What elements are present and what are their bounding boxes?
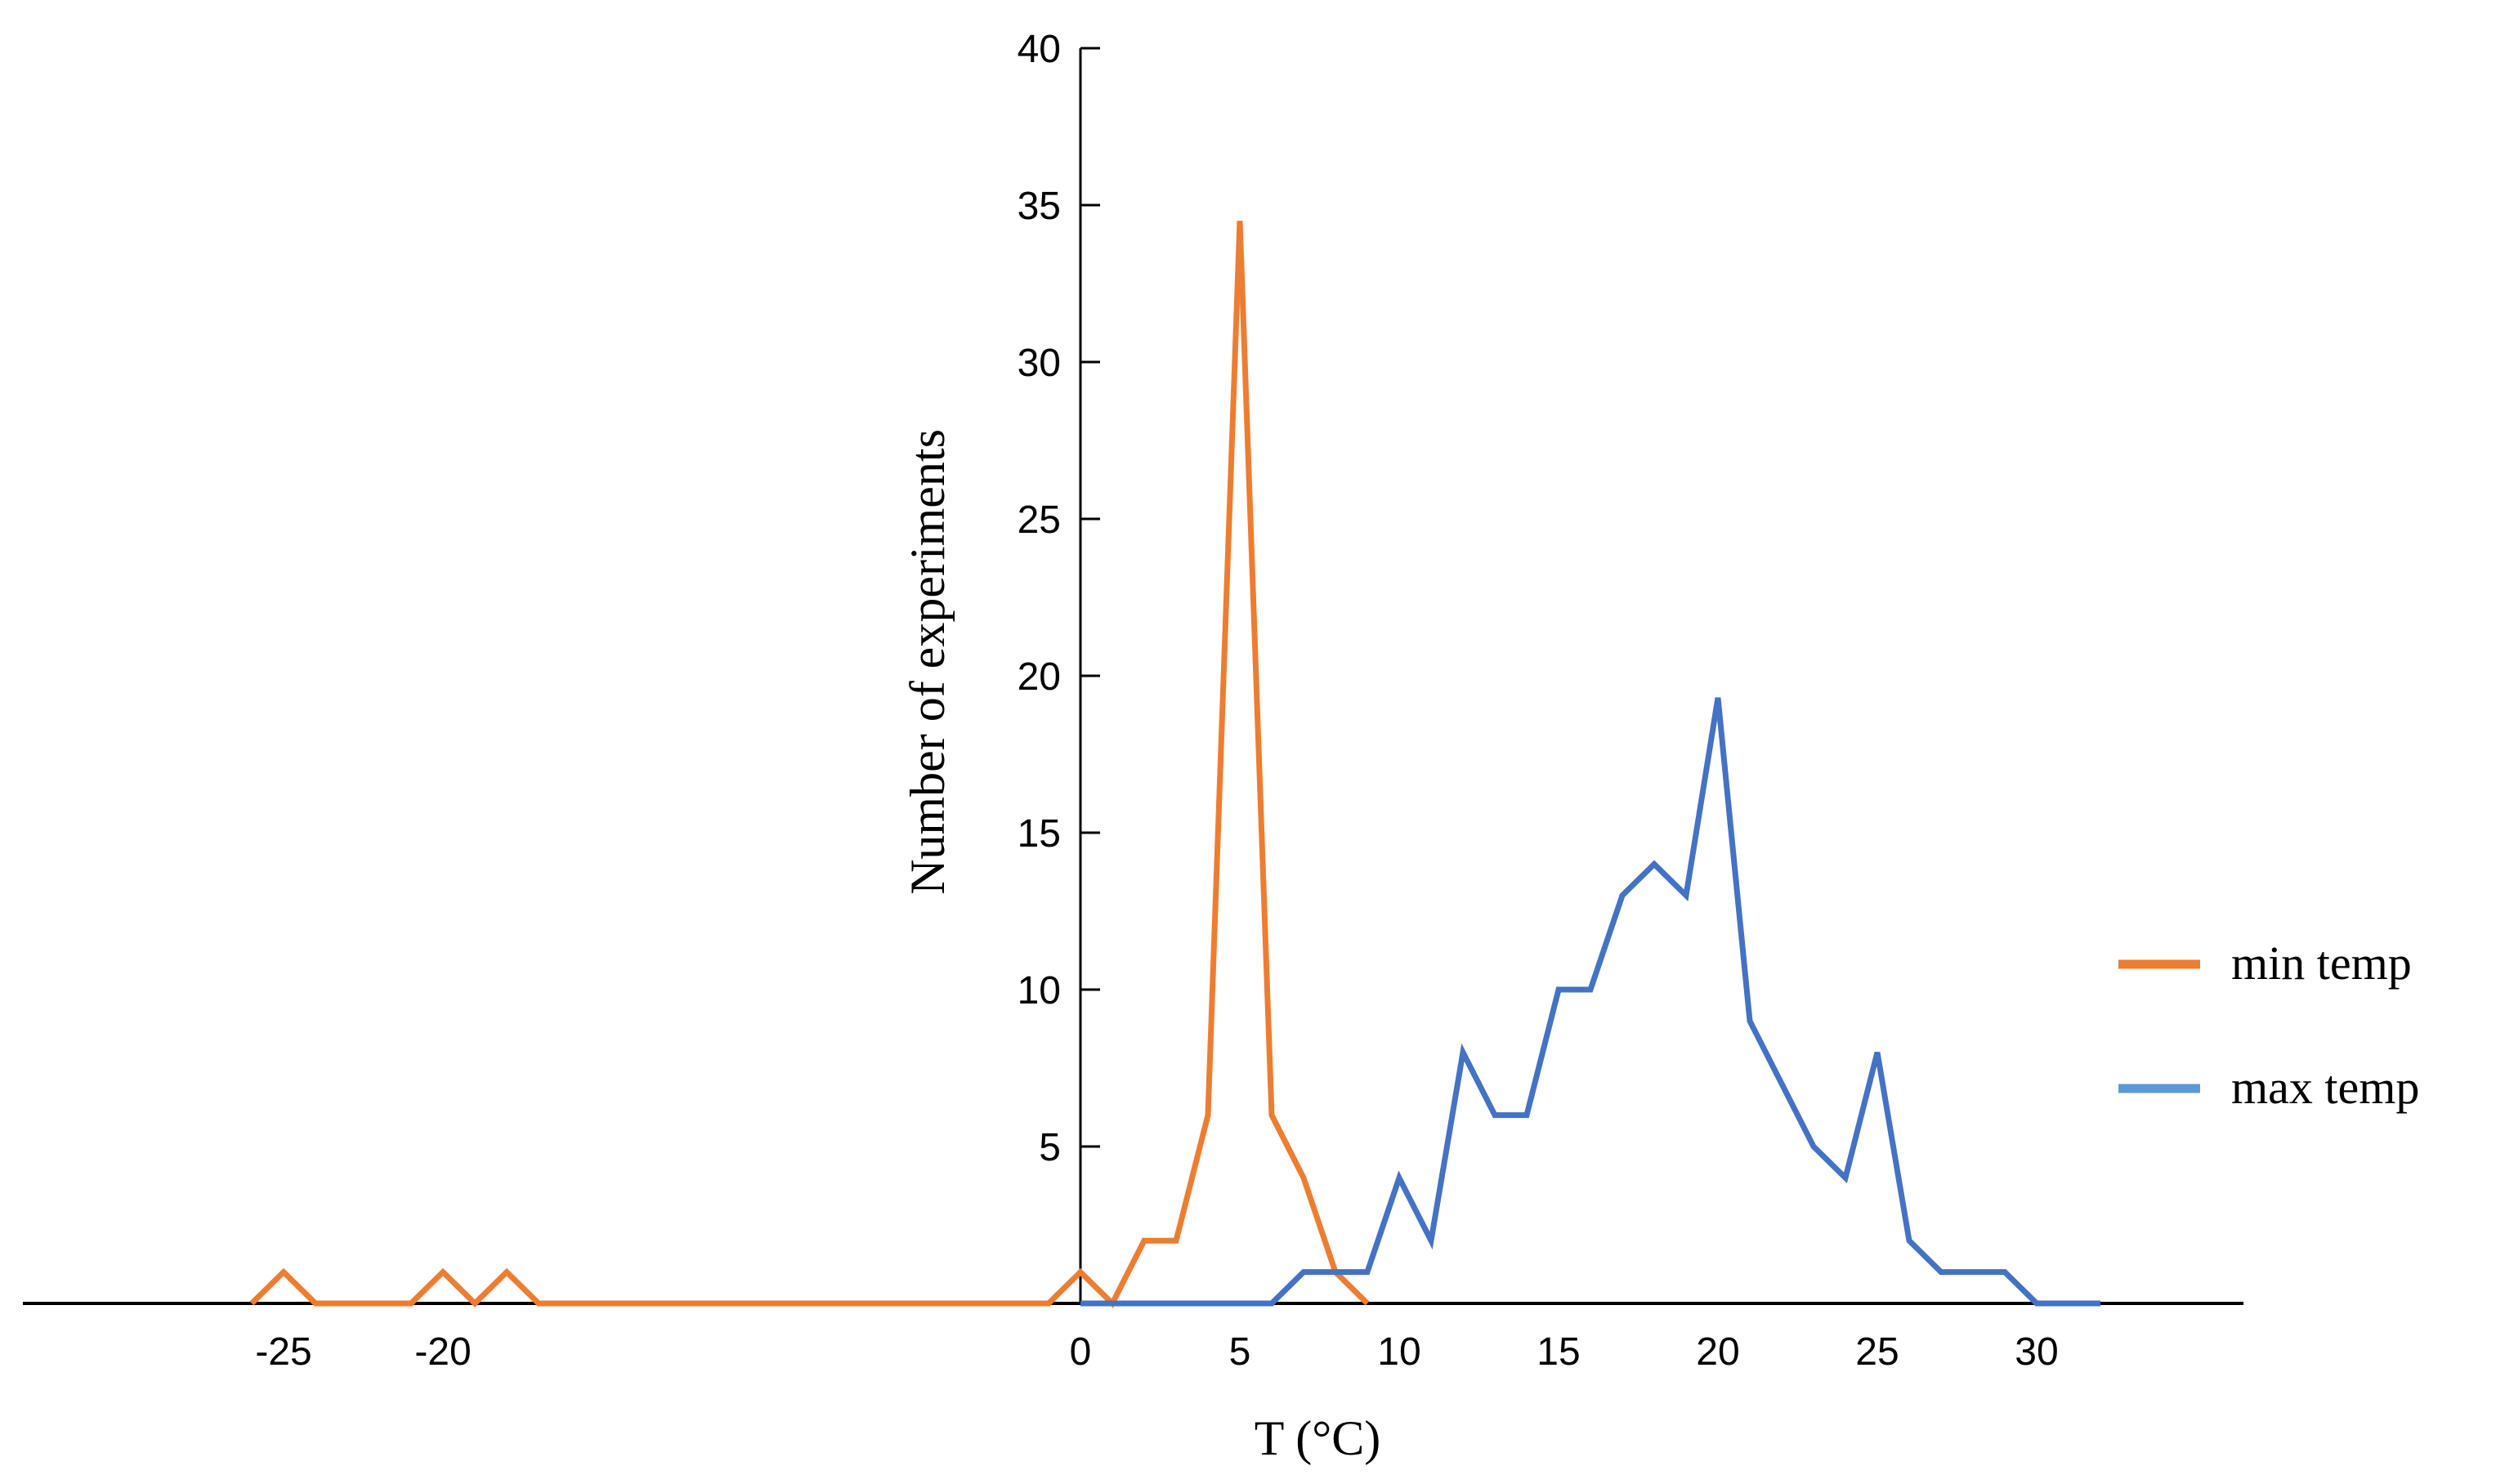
- x-tick-label: 15: [1537, 1330, 1580, 1374]
- axes: [23, 48, 2243, 1305]
- y-tick-label: 25: [1018, 498, 1061, 542]
- y-ticks: 40 35 30 25 20 15 10 5: [1018, 28, 1100, 1169]
- x-tick-label: 30: [2015, 1330, 2058, 1374]
- y-tick-label: 40: [1018, 28, 1061, 71]
- x-tick-label: 10: [1377, 1330, 1420, 1374]
- x-tick-label: 5: [1229, 1330, 1251, 1374]
- legend-label: min temp: [2231, 936, 2412, 990]
- y-tick-label: 35: [1018, 185, 1061, 228]
- y-tick-label: 10: [1018, 969, 1061, 1012]
- x-tick-label: -20: [414, 1330, 471, 1374]
- y-axis-title: Number of experiments: [901, 429, 955, 895]
- x-tick-label: -25: [255, 1330, 311, 1374]
- y-tick-label: 15: [1018, 812, 1061, 856]
- legend-label: max temp: [2231, 1061, 2419, 1114]
- x-tick-label: 0: [1070, 1330, 1092, 1374]
- y-tick-label: 5: [1039, 1126, 1061, 1169]
- series-line-max-temp: [1080, 697, 2100, 1307]
- x-tick-label: 20: [1696, 1330, 1739, 1374]
- legend: min temp max temp: [2118, 936, 2419, 1114]
- y-tick-label: 20: [1018, 655, 1061, 699]
- series-layer: [249, 221, 2100, 1308]
- x-ticks: -25 -20 0 5 10 15 20 25 30: [255, 1330, 2058, 1374]
- series-line-min-temp: [249, 221, 1370, 1308]
- x-axis-title: T (°C): [1255, 1411, 1381, 1465]
- y-tick-label: 30: [1018, 342, 1061, 385]
- x-tick-label: 25: [1855, 1330, 1899, 1374]
